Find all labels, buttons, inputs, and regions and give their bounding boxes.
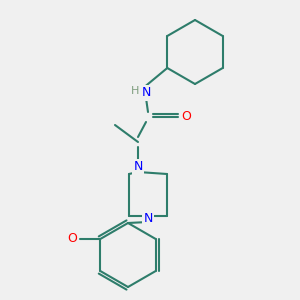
Text: N: N [143, 212, 153, 226]
Text: N: N [141, 86, 151, 100]
Text: O: O [181, 110, 191, 124]
Text: N: N [133, 160, 143, 173]
Text: O: O [67, 232, 77, 245]
Text: H: H [131, 86, 139, 96]
